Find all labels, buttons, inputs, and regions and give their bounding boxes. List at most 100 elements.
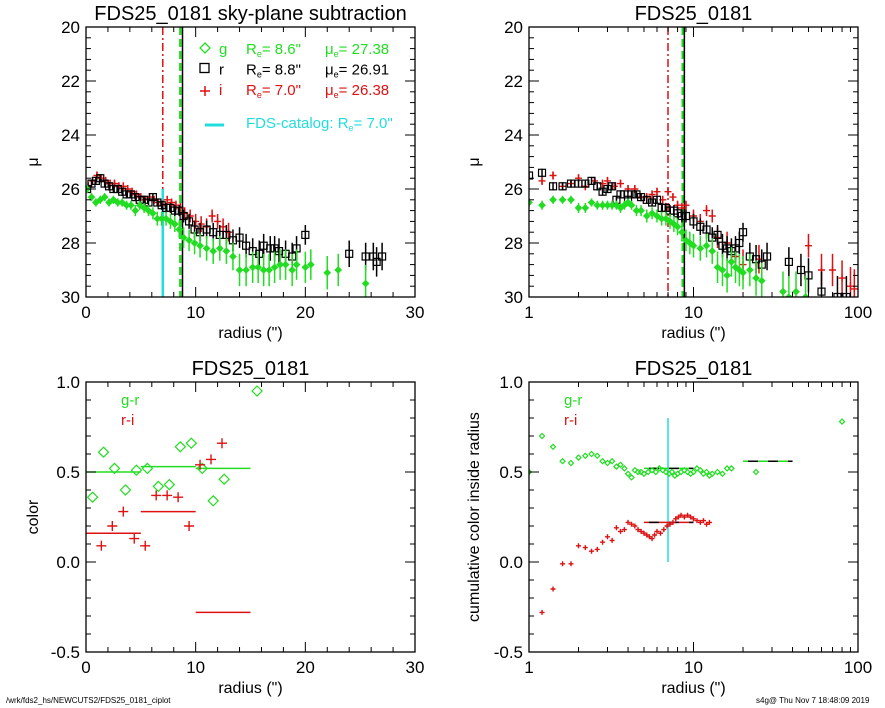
data-point-plus bbox=[184, 521, 195, 531]
data-point-diamond bbox=[265, 266, 273, 274]
data-point-square bbox=[647, 198, 657, 207]
data-point-plus bbox=[804, 242, 812, 250]
data-point-square bbox=[100, 179, 109, 188]
plot-area bbox=[529, 27, 858, 297]
data-point-diamond bbox=[779, 287, 787, 296]
chart-profile-log: FDS25_0181 1 10 100 radius (") 20 22 24 26 28 30 μ bbox=[466, 3, 872, 342]
x-tick-label: 1 bbox=[524, 658, 533, 677]
data-point-plus bbox=[632, 523, 638, 529]
data-point-diamond bbox=[119, 484, 132, 496]
data-point-diamond bbox=[118, 198, 127, 207]
data-point-diamond bbox=[222, 247, 231, 255]
data-point-diamond bbox=[558, 195, 567, 204]
data-point-plus bbox=[673, 516, 679, 522]
data-point-diamond bbox=[218, 473, 231, 486]
data-point-diamond bbox=[108, 462, 121, 475]
legend-catalog: FDS-catalog: Re= 7.0" bbox=[246, 115, 393, 133]
data-point-plus bbox=[617, 180, 625, 188]
data-point-diamond bbox=[723, 465, 731, 472]
data-point-diamond bbox=[703, 468, 710, 476]
data-point-square bbox=[702, 225, 711, 234]
data-point-diamond bbox=[757, 276, 766, 285]
data-point-diamond bbox=[567, 195, 575, 204]
y-tick-label: 24 bbox=[61, 126, 80, 145]
data-point-diamond bbox=[678, 228, 686, 237]
data-point-plus bbox=[538, 177, 546, 185]
data-point-diamond bbox=[593, 452, 601, 460]
data-point-diamond bbox=[642, 212, 651, 220]
y-tick-label: 20 bbox=[61, 18, 80, 37]
data-point-plus bbox=[140, 540, 151, 551]
data-point-plus bbox=[107, 521, 118, 531]
data-point-diamond bbox=[627, 201, 636, 210]
data-point-plus bbox=[649, 536, 655, 542]
legend-band-label: g bbox=[219, 41, 227, 58]
x-tick-label: 100 bbox=[844, 658, 872, 677]
data-point-square bbox=[796, 265, 806, 275]
data-point-diamond bbox=[97, 446, 110, 459]
data-point-square bbox=[235, 233, 244, 242]
data-point-square bbox=[166, 203, 175, 212]
data-point-square bbox=[735, 238, 744, 248]
y-axis-label: color bbox=[25, 499, 42, 534]
data-point-square bbox=[558, 182, 567, 191]
data-point-plus bbox=[652, 532, 658, 538]
data-point-square bbox=[593, 182, 602, 191]
data-point-diamond bbox=[702, 241, 711, 250]
data-point-plus bbox=[829, 266, 837, 274]
legend-re: Re= 8.6" bbox=[246, 41, 301, 59]
data-point-diamond bbox=[752, 468, 760, 476]
data-point-square bbox=[607, 182, 617, 191]
legend-re: Re= 7.0" bbox=[246, 82, 301, 100]
data-point-square bbox=[529, 171, 534, 180]
data-point-plus bbox=[206, 454, 217, 465]
data-point-plus bbox=[697, 519, 703, 525]
data-point-diamond bbox=[708, 470, 716, 478]
data-point-square bbox=[118, 187, 127, 196]
data-point-plus bbox=[641, 530, 647, 536]
data-point-square bbox=[738, 228, 748, 237]
data-point-diamond bbox=[149, 209, 157, 218]
data-point-diamond bbox=[144, 206, 153, 215]
data-point-diamond bbox=[637, 206, 645, 215]
data-point-diamond bbox=[621, 465, 628, 472]
data-point-diamond bbox=[723, 271, 731, 280]
data-point-diamond bbox=[628, 474, 635, 481]
data-point-diamond bbox=[141, 462, 154, 475]
data-point-diamond bbox=[696, 244, 705, 253]
data-point-diamond bbox=[202, 244, 211, 253]
data-point-diamond bbox=[135, 201, 144, 210]
x-tick-label: 20 bbox=[296, 303, 315, 322]
data-point-diamond bbox=[242, 266, 250, 274]
data-point-diamond bbox=[727, 258, 736, 266]
data-point-diamond bbox=[248, 263, 257, 272]
data-point-diamond bbox=[670, 220, 678, 228]
axis-frame bbox=[85, 26, 416, 298]
data-point-square bbox=[784, 257, 793, 266]
data-point-diamond bbox=[196, 462, 209, 475]
data-point-diamond bbox=[185, 437, 198, 450]
data-point-diamond bbox=[593, 201, 602, 210]
data-point-diamond bbox=[588, 450, 595, 458]
x-axis-label: radius (") bbox=[218, 325, 282, 342]
data-point-plus bbox=[568, 561, 574, 567]
data-point-diamond bbox=[276, 260, 284, 269]
data-point-plus bbox=[582, 545, 588, 551]
y-tick-label: 0.0 bbox=[56, 553, 80, 572]
data-point-diamond bbox=[608, 457, 616, 465]
x-axis-label: radius (") bbox=[218, 680, 282, 697]
data-point-diamond bbox=[196, 241, 204, 250]
data-point-diamond bbox=[251, 385, 263, 397]
data-point-diamond bbox=[170, 220, 179, 228]
data-point-diamond bbox=[334, 266, 343, 274]
y-tick-label: 26 bbox=[504, 180, 523, 199]
legend-g-r: g-r bbox=[564, 392, 582, 409]
data-point-plus bbox=[638, 528, 644, 534]
data-point-square bbox=[153, 198, 162, 207]
data-point-diamond bbox=[708, 247, 717, 255]
data-point-diamond bbox=[174, 440, 187, 453]
data-point-plus bbox=[706, 519, 712, 525]
x-tick-label: 10 bbox=[186, 303, 205, 322]
data-point-square bbox=[266, 244, 275, 253]
